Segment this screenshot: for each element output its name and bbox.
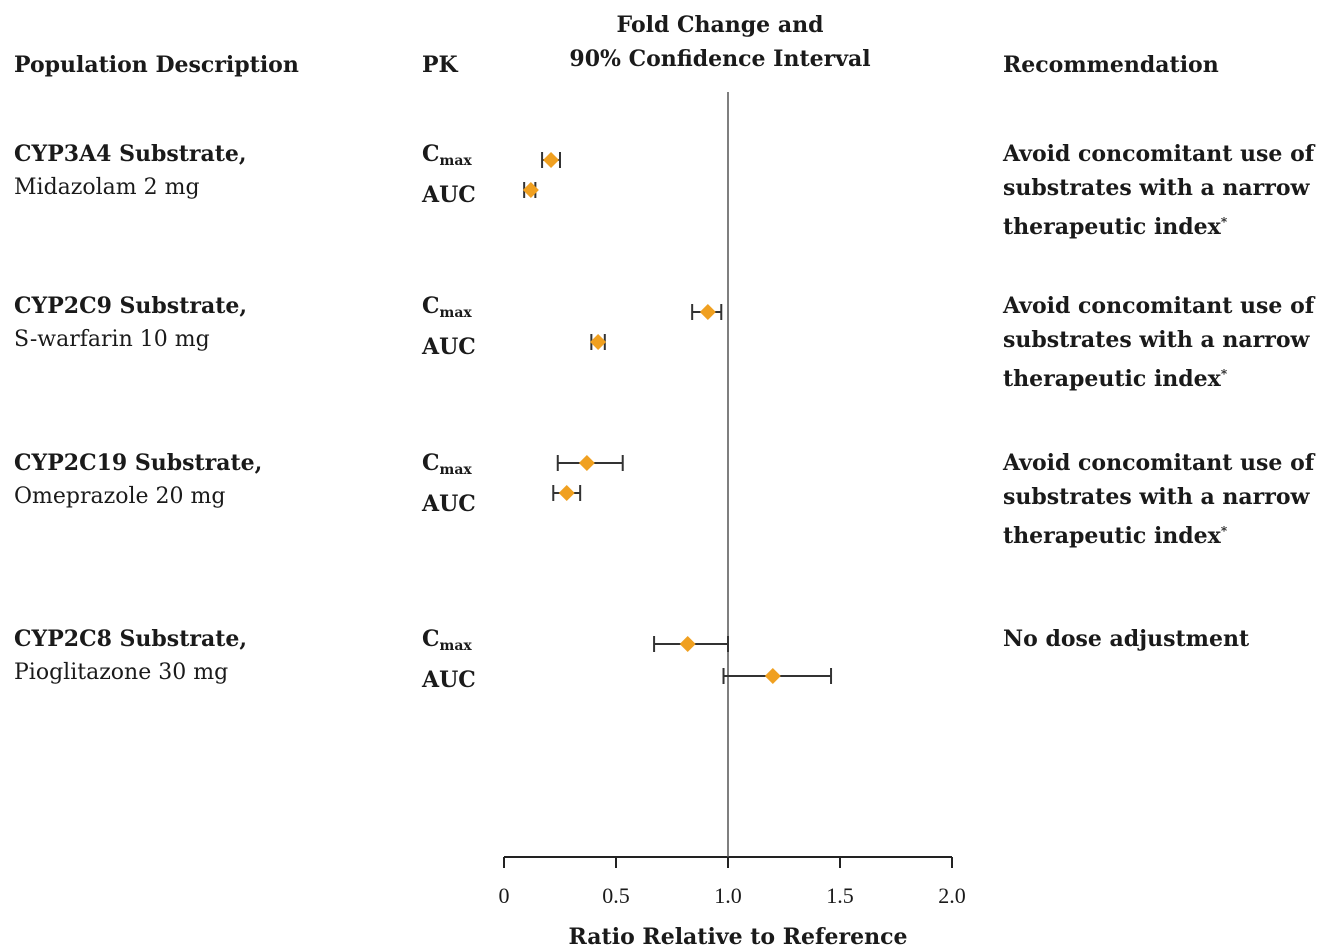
fold-change-header-line2: 90% Confidence Interval [569,46,871,72]
population-row: CYP2C8 Substrate, Pioglitazone 30 mg [14,622,247,690]
pk-labels: Cmax AUC [422,622,476,697]
substrate-label: CYP2C9 Substrate, [14,293,248,319]
pk-header: PK [422,52,458,78]
ci-mark [590,334,607,350]
ci-mark [722,668,833,684]
pk-auc-label: AUC [422,334,476,360]
drug-label: Midazolam 2 mg [14,175,200,200]
x-tick-label: 1.0 [714,883,742,908]
point-estimate-diamond [679,636,696,652]
recommendation-text: No dose adjustment [1003,626,1250,652]
point-estimate-diamond [522,182,539,198]
pk-auc-label: AUC [422,182,476,208]
pk-labels: Cmax AUC [422,137,476,212]
x-tick-label: 2.0 [938,883,966,908]
population-row: CYP3A4 Substrate, Midazolam 2 mg [14,137,247,205]
pk-auc-label: AUC [422,667,476,693]
ci-mark [691,304,723,320]
point-estimate-diamond [590,334,607,350]
recommendation-text: Avoid concomitant use of substrates with… [1003,141,1315,240]
pk-labels: Cmax AUC [422,289,476,364]
point-estimate-diamond [543,152,560,168]
fold-change-header-line1: Fold Change and [616,12,824,38]
ci-mark [552,485,582,501]
x-axis-title: Ratio Relative to Reference [569,924,908,947]
pk-cmax-label: Cmax [422,141,472,169]
point-estimate-diamond [558,485,575,501]
ci-mark [556,455,624,471]
pk-cmax-label: Cmax [422,450,472,478]
ci-mark [653,636,729,652]
drug-label: Pioglitazone 30 mg [14,660,229,685]
pk-labels: Cmax AUC [422,446,476,521]
footnote-mark: * [1220,367,1228,381]
point-estimate-diamond [699,304,716,320]
x-tick-label: 0 [499,883,510,908]
recommendation-text: Avoid concomitant use of substrates with… [1003,293,1315,392]
population-row: CYP2C19 Substrate, Omeprazole 20 mg [14,446,262,514]
drug-label: Omeprazole 20 mg [14,484,226,509]
population-header: Population Description [14,52,299,78]
plot-marks [522,152,833,684]
footnote-mark: * [1220,524,1228,538]
footnote-mark: * [1220,215,1228,229]
pk-auc-label: AUC [422,491,476,517]
pk-cmax-label: Cmax [422,626,472,654]
ci-mark [541,152,561,168]
x-axis: 0 0.5 1.0 1.5 2.0 [499,92,966,908]
recommendation-text: Avoid concomitant use of substrates with… [1003,450,1315,549]
substrate-label: CYP2C19 Substrate, [14,450,263,476]
drug-label: S-warfarin 10 mg [14,327,210,352]
pk-cmax-label: Cmax [422,293,472,321]
substrate-label: CYP2C8 Substrate, [14,626,248,652]
population-row: CYP2C9 Substrate, S-warfarin 10 mg [14,289,247,357]
ci-mark [522,182,539,198]
point-estimate-diamond [764,668,781,684]
recommendation-header: Recommendation [1003,52,1219,78]
x-tick-label: 1.5 [826,883,854,908]
substrate-label: CYP3A4 Substrate, [14,141,247,167]
point-estimate-diamond [578,455,595,471]
x-tick-label: 0.5 [602,883,630,908]
